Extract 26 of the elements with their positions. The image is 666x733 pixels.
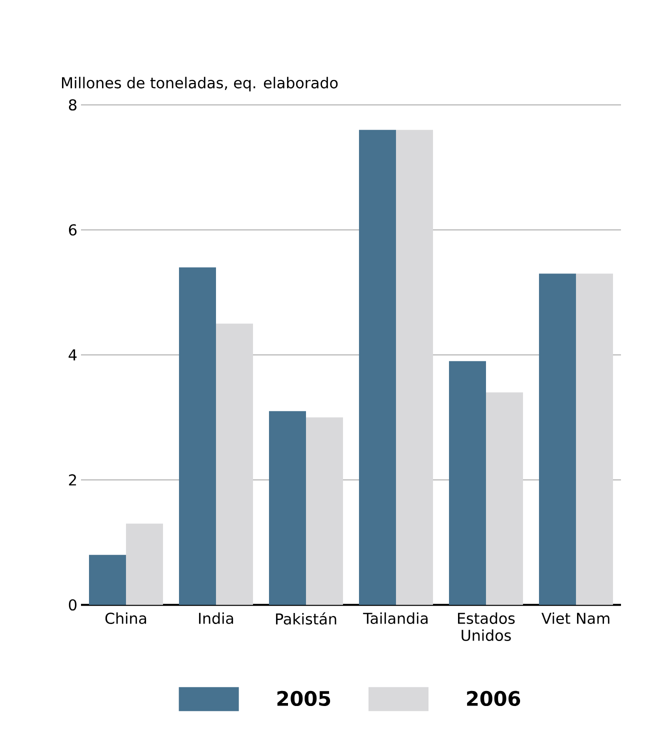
bar <box>576 274 613 605</box>
y-tick-label: 4 <box>68 349 77 360</box>
bar <box>306 417 343 605</box>
y-axis-title: Millones de toneladas, eq. elaborado <box>62 76 338 92</box>
x-tick-label: Viet Nam <box>541 612 610 624</box>
y-tick-label: 2 <box>69 474 76 486</box>
x-tick-label: China <box>105 612 146 624</box>
bar <box>89 554 126 605</box>
legend-label: 2005 <box>277 690 330 706</box>
y-tick-label: 6 <box>68 224 77 236</box>
bar <box>396 130 433 605</box>
bar <box>448 361 486 605</box>
y-tick-label: 8 <box>68 99 76 111</box>
x-tick-label: Pakistán <box>276 612 336 625</box>
bar <box>268 411 306 605</box>
bar <box>538 274 576 605</box>
x-tick-label: India <box>199 612 234 624</box>
x-tick-label: Estados Unidos <box>458 612 515 642</box>
y-tick-label: 0 <box>68 599 76 611</box>
bar <box>216 324 253 605</box>
bar <box>126 524 163 605</box>
legend-label: 2006 <box>467 690 520 706</box>
x-tick-label: Tailandia <box>363 612 428 624</box>
bar <box>358 130 396 605</box>
bar <box>178 267 216 605</box>
bar <box>486 392 523 605</box>
